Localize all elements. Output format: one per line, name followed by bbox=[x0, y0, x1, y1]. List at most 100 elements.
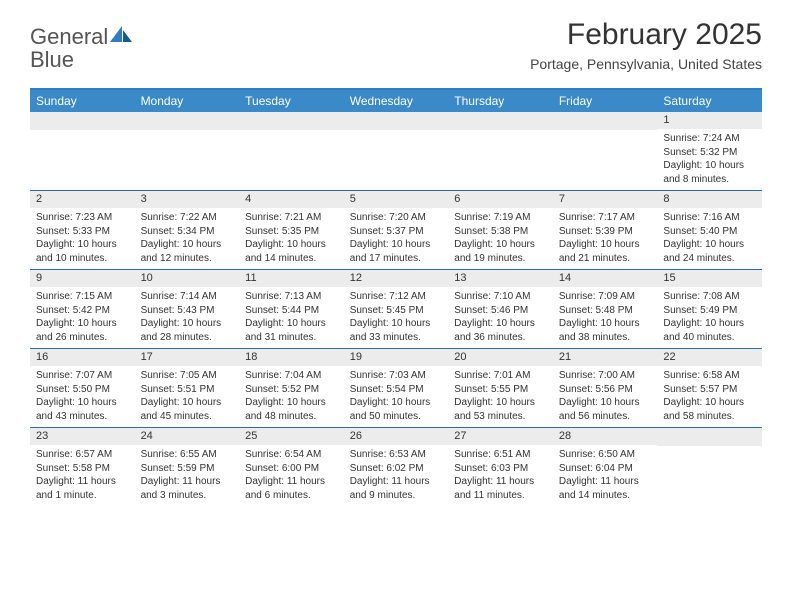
sunset-text: Sunset: 5:51 PM bbox=[141, 383, 234, 397]
sunrise-text: Sunrise: 6:54 AM bbox=[245, 448, 338, 462]
sunset-text: Sunset: 6:04 PM bbox=[559, 462, 652, 476]
calendar-cell: 10Sunrise: 7:14 AMSunset: 5:43 PMDayligh… bbox=[135, 270, 240, 348]
day-info: Sunrise: 7:21 AMSunset: 5:35 PMDaylight:… bbox=[239, 208, 344, 269]
calendar-cell bbox=[135, 112, 240, 190]
sunrise-text: Sunrise: 7:10 AM bbox=[454, 290, 547, 304]
sunrise-text: Sunrise: 7:04 AM bbox=[245, 369, 338, 383]
sunset-text: Sunset: 5:40 PM bbox=[663, 225, 756, 239]
calendar-cell: 8Sunrise: 7:16 AMSunset: 5:40 PMDaylight… bbox=[657, 191, 762, 269]
date-number: 20 bbox=[448, 349, 553, 366]
date-number: 23 bbox=[30, 428, 135, 445]
sunrise-text: Sunrise: 6:50 AM bbox=[559, 448, 652, 462]
calendar-cell: 13Sunrise: 7:10 AMSunset: 5:46 PMDayligh… bbox=[448, 270, 553, 348]
sunset-text: Sunset: 5:55 PM bbox=[454, 383, 547, 397]
sunset-text: Sunset: 5:54 PM bbox=[350, 383, 443, 397]
week-row: 9Sunrise: 7:15 AMSunset: 5:42 PMDaylight… bbox=[30, 269, 762, 348]
day-info: Sunrise: 6:58 AMSunset: 5:57 PMDaylight:… bbox=[657, 366, 762, 427]
week-row: 1 Sunrise: 7:24 AMSunset: 5:32 PMDaylight… bbox=[30, 112, 762, 190]
sunset-text: Sunset: 5:34 PM bbox=[141, 225, 234, 239]
sunset-text: Sunset: 5:32 PM bbox=[663, 146, 756, 160]
sunrise-text: Sunrise: 7:23 AM bbox=[36, 211, 129, 225]
day-info: Sunrise: 6:54 AMSunset: 6:00 PMDaylight:… bbox=[239, 445, 344, 506]
day-info: Sunrise: 7:20 AMSunset: 5:37 PMDaylight:… bbox=[344, 208, 449, 269]
dow-thursday: Thursday bbox=[448, 90, 553, 112]
daylight-text: Daylight: 11 hours and 1 minute. bbox=[36, 475, 129, 502]
calendar-cell: 22Sunrise: 6:58 AMSunset: 5:57 PMDayligh… bbox=[657, 349, 762, 427]
date-number bbox=[30, 112, 135, 130]
calendar-cell: 18Sunrise: 7:04 AMSunset: 5:52 PMDayligh… bbox=[239, 349, 344, 427]
day-info: Sunrise: 6:55 AMSunset: 5:59 PMDaylight:… bbox=[135, 445, 240, 506]
day-info: Sunrise: 6:57 AMSunset: 5:58 PMDaylight:… bbox=[30, 445, 135, 506]
date-number: 28 bbox=[553, 428, 658, 445]
date-number: 22 bbox=[657, 349, 762, 366]
calendar-cell: 6Sunrise: 7:19 AMSunset: 5:38 PMDaylight… bbox=[448, 191, 553, 269]
sunrise-text: Sunrise: 7:14 AM bbox=[141, 290, 234, 304]
calendar-cell: 26Sunrise: 6:53 AMSunset: 6:02 PMDayligh… bbox=[344, 428, 449, 506]
sunset-text: Sunset: 5:52 PM bbox=[245, 383, 338, 397]
dow-wednesday: Wednesday bbox=[344, 90, 449, 112]
location: Portage, Pennsylvania, United States bbox=[530, 56, 762, 72]
calendar-cell bbox=[657, 428, 762, 506]
date-number: 10 bbox=[135, 270, 240, 287]
sunset-text: Sunset: 5:42 PM bbox=[36, 304, 129, 318]
calendar-cell: 24Sunrise: 6:55 AMSunset: 5:59 PMDayligh… bbox=[135, 428, 240, 506]
daylight-text: Daylight: 11 hours and 14 minutes. bbox=[559, 475, 652, 502]
sunset-text: Sunset: 5:48 PM bbox=[559, 304, 652, 318]
day-info: Sunrise: 7:15 AMSunset: 5:42 PMDaylight:… bbox=[30, 287, 135, 348]
daylight-text: Daylight: 10 hours and 26 minutes. bbox=[36, 317, 129, 344]
date-number: 26 bbox=[344, 428, 449, 445]
sunset-text: Sunset: 5:59 PM bbox=[141, 462, 234, 476]
calendar: Sunday Monday Tuesday Wednesday Thursday… bbox=[30, 88, 762, 506]
date-number bbox=[448, 112, 553, 130]
calendar-cell: 15Sunrise: 7:08 AMSunset: 5:49 PMDayligh… bbox=[657, 270, 762, 348]
dow-saturday: Saturday bbox=[657, 90, 762, 112]
sunrise-text: Sunrise: 7:17 AM bbox=[559, 211, 652, 225]
calendar-cell: 27Sunrise: 6:51 AMSunset: 6:03 PMDayligh… bbox=[448, 428, 553, 506]
sunrise-text: Sunrise: 7:22 AM bbox=[141, 211, 234, 225]
calendar-cell: 7Sunrise: 7:17 AMSunset: 5:39 PMDaylight… bbox=[553, 191, 658, 269]
date-number: 7 bbox=[553, 191, 658, 208]
day-info: Sunrise: 7:08 AMSunset: 5:49 PMDaylight:… bbox=[657, 287, 762, 348]
daylight-text: Daylight: 10 hours and 50 minutes. bbox=[350, 396, 443, 423]
sunset-text: Sunset: 6:03 PM bbox=[454, 462, 547, 476]
sunrise-text: Sunrise: 7:24 AM bbox=[663, 132, 756, 146]
daylight-text: Daylight: 10 hours and 24 minutes. bbox=[663, 238, 756, 265]
sunset-text: Sunset: 5:58 PM bbox=[36, 462, 129, 476]
day-info: Sunrise: 7:04 AMSunset: 5:52 PMDaylight:… bbox=[239, 366, 344, 427]
day-of-week-row: Sunday Monday Tuesday Wednesday Thursday… bbox=[30, 90, 762, 112]
daylight-text: Daylight: 10 hours and 10 minutes. bbox=[36, 238, 129, 265]
week-row: 23Sunrise: 6:57 AMSunset: 5:58 PMDayligh… bbox=[30, 427, 762, 506]
sunset-text: Sunset: 5:43 PM bbox=[141, 304, 234, 318]
logo-blue: Blue bbox=[30, 47, 74, 72]
date-number bbox=[135, 112, 240, 130]
day-info: Sunrise: 7:22 AMSunset: 5:34 PMDaylight:… bbox=[135, 208, 240, 269]
daylight-text: Daylight: 11 hours and 11 minutes. bbox=[454, 475, 547, 502]
calendar-cell: 5Sunrise: 7:20 AMSunset: 5:37 PMDaylight… bbox=[344, 191, 449, 269]
title-block: February 2025 Portage, Pennsylvania, Uni… bbox=[530, 18, 762, 72]
daylight-text: Daylight: 10 hours and 21 minutes. bbox=[559, 238, 652, 265]
daylight-text: Daylight: 10 hours and 53 minutes. bbox=[454, 396, 547, 423]
daylight-text: Daylight: 10 hours and 36 minutes. bbox=[454, 317, 547, 344]
date-number: 4 bbox=[239, 191, 344, 208]
date-number: 24 bbox=[135, 428, 240, 445]
date-number bbox=[239, 112, 344, 130]
sunset-text: Sunset: 6:00 PM bbox=[245, 462, 338, 476]
daylight-text: Daylight: 10 hours and 8 minutes. bbox=[663, 159, 756, 186]
daylight-text: Daylight: 10 hours and 33 minutes. bbox=[350, 317, 443, 344]
day-info: Sunrise: 7:12 AMSunset: 5:45 PMDaylight:… bbox=[344, 287, 449, 348]
day-info: Sunrise: 7:13 AMSunset: 5:44 PMDaylight:… bbox=[239, 287, 344, 348]
date-number: 1 bbox=[657, 112, 762, 129]
sunset-text: Sunset: 5:45 PM bbox=[350, 304, 443, 318]
date-number: 17 bbox=[135, 349, 240, 366]
sunrise-text: Sunrise: 7:05 AM bbox=[141, 369, 234, 383]
sail-icon bbox=[108, 24, 134, 44]
sunrise-text: Sunrise: 7:19 AM bbox=[454, 211, 547, 225]
logo: General Blue bbox=[30, 18, 134, 72]
calendar-cell: 17Sunrise: 7:05 AMSunset: 5:51 PMDayligh… bbox=[135, 349, 240, 427]
daylight-text: Daylight: 10 hours and 58 minutes. bbox=[663, 396, 756, 423]
dow-friday: Friday bbox=[553, 90, 658, 112]
daylight-text: Daylight: 10 hours and 38 minutes. bbox=[559, 317, 652, 344]
date-number bbox=[553, 112, 658, 130]
date-number: 3 bbox=[135, 191, 240, 208]
sunrise-text: Sunrise: 7:13 AM bbox=[245, 290, 338, 304]
